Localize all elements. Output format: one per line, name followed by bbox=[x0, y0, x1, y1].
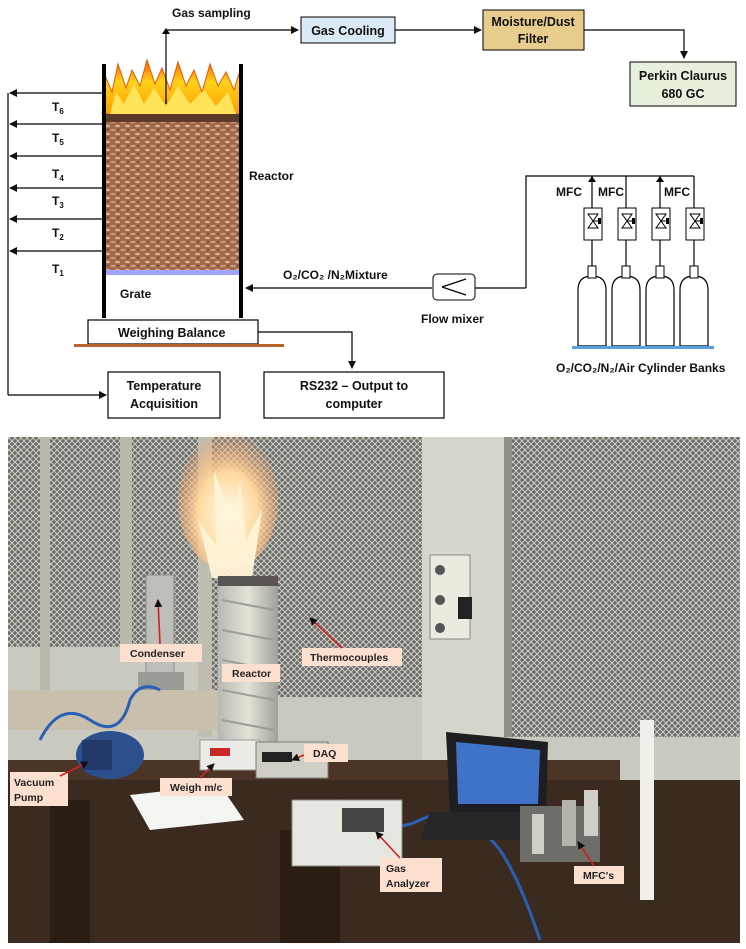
filter-line1: Moisture/Dust bbox=[491, 15, 575, 29]
thermocouple-t4: T4 bbox=[52, 167, 64, 183]
svg-text:Pump: Pump bbox=[14, 792, 43, 804]
svg-text:Gas: Gas bbox=[386, 863, 406, 875]
thermocouple-t5: T5 bbox=[52, 131, 64, 147]
svg-text:MFC's: MFC's bbox=[583, 870, 614, 882]
svg-text:Analyzer: Analyzer bbox=[386, 878, 430, 890]
gc-line2: 680 GC bbox=[661, 87, 704, 101]
thermocouple-t2: T2 bbox=[52, 226, 64, 242]
balance-base bbox=[74, 344, 284, 347]
gc-line1: Perkin Claurus bbox=[639, 69, 727, 83]
mfc-label-2: MFC bbox=[598, 185, 624, 199]
grate-mesh bbox=[106, 270, 239, 275]
cylinder-banks-label: O₂/CO₂/N₂/Air Cylinder Banks bbox=[556, 361, 726, 375]
gas-cylinders bbox=[572, 266, 714, 349]
char-layer bbox=[106, 114, 239, 122]
mfc-label-1: MFC bbox=[556, 185, 582, 199]
reactor-label: Reactor bbox=[249, 169, 294, 183]
biomass-bed bbox=[106, 122, 239, 270]
svg-text:Thermocouples: Thermocouples bbox=[310, 652, 388, 664]
left-shelf bbox=[8, 690, 218, 730]
rs232-line2: computer bbox=[326, 397, 383, 411]
grate-label: Grate bbox=[120, 287, 152, 301]
rs232-arrow bbox=[258, 332, 352, 368]
svg-text:DAQ: DAQ bbox=[313, 748, 336, 760]
schematic-diagram: Grate Reactor Weighing Balance T6 T5 T4 … bbox=[8, 6, 736, 418]
svg-text:Reactor: Reactor bbox=[232, 668, 271, 680]
mfc-label-3: MFC bbox=[664, 185, 690, 199]
gas-sampling-label: Gas sampling bbox=[172, 6, 251, 20]
mixture-label: O₂/CO₂ /N₂Mixture bbox=[283, 268, 388, 282]
filter-to-gc-arrow bbox=[584, 30, 684, 58]
flame-icon bbox=[102, 60, 242, 114]
svg-text:Condenser: Condenser bbox=[130, 648, 185, 660]
svg-text:Vacuum: Vacuum bbox=[14, 777, 54, 789]
rs232-line1: RS232 – Output to bbox=[300, 379, 409, 393]
temperature-acquisition-line1: Temperature bbox=[127, 379, 202, 393]
weighing-balance-label: Weighing Balance bbox=[118, 326, 225, 340]
photo-label-reactor: Reactor bbox=[222, 664, 280, 682]
flow-mixer-icon bbox=[433, 274, 475, 300]
flow-mixer-label: Flow mixer bbox=[421, 312, 484, 326]
gas-cooling-label: Gas Cooling bbox=[311, 24, 385, 38]
lab-photograph: Condenser Reactor Thermocouples Vacuum P… bbox=[8, 430, 740, 943]
window-grill-right bbox=[504, 437, 740, 737]
filter-line2: Filter bbox=[518, 32, 549, 46]
temperature-acquisition-line2: Acquisition bbox=[130, 397, 198, 411]
thermocouple-t3: T3 bbox=[52, 194, 64, 210]
thermocouple-t1: T1 bbox=[52, 262, 64, 278]
svg-text:Weigh m/c: Weigh m/c bbox=[170, 782, 222, 794]
thermocouple-t6: T6 bbox=[52, 100, 64, 116]
